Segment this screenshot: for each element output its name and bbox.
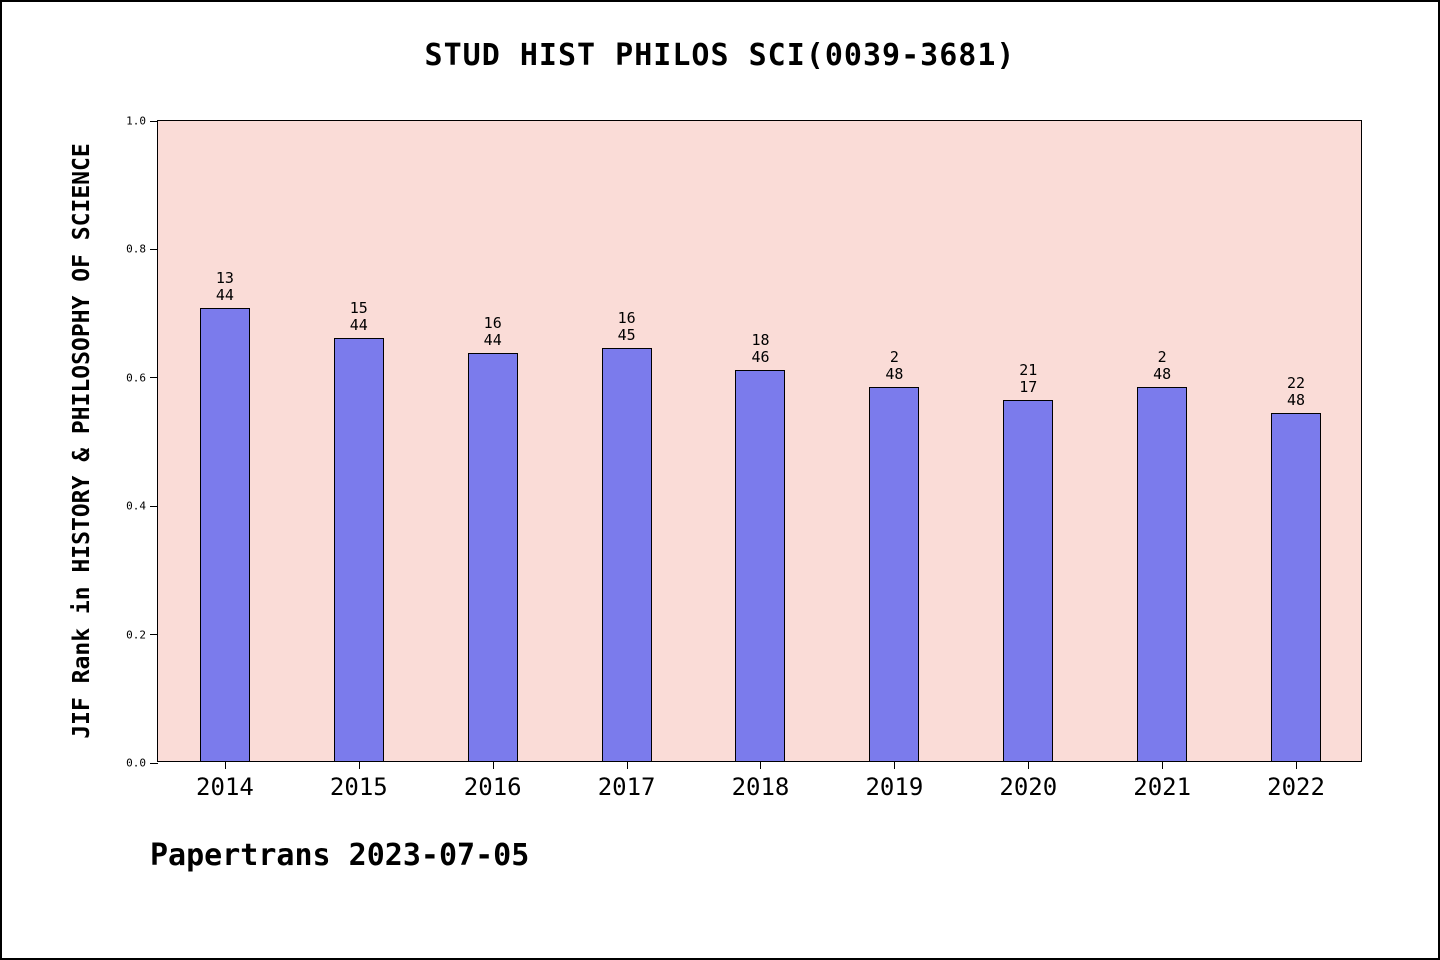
x-tick-label-2020: 2020 (999, 773, 1058, 801)
bar-slot: 16 44 2016 (426, 121, 560, 801)
bar-value-label: 15 44 (349, 298, 368, 334)
y-tick-label: 0.6 (126, 371, 146, 385)
x-tick-mark (492, 761, 494, 769)
bar-slot: 18 46 2018 (694, 121, 828, 801)
x-tick-mark (626, 761, 628, 769)
x-tick-label-2015: 2015 (329, 773, 388, 801)
x-tick-mark (1162, 761, 1164, 769)
bar-2019 (869, 386, 920, 761)
bar-2020 (1003, 400, 1054, 761)
bar-slot: 2 48 2019 (827, 121, 961, 801)
bar-2018 (735, 370, 786, 761)
x-tick-label-2017: 2017 (597, 773, 656, 801)
bar-value-label: 18 46 (751, 331, 770, 367)
x-tick-mark (1296, 761, 1298, 769)
bar-value-label: 2 48 (885, 347, 904, 383)
x-tick-label-2018: 2018 (731, 773, 790, 801)
x-tick-mark (760, 761, 762, 769)
bar-slot: 2 48 2021 (1095, 121, 1229, 801)
y-tick-label: 1.0 (126, 114, 146, 128)
bar-2014 (199, 308, 250, 761)
bar-2022 (1271, 413, 1322, 761)
bar-2016 (467, 352, 518, 761)
y-axis-label: JIF Rank in HISTORY & PHILOSOPHY OF SCIE… (69, 143, 95, 739)
x-tick-mark (224, 761, 226, 769)
x-tick-mark (894, 761, 896, 769)
y-tick-label: 0.8 (126, 242, 146, 256)
bar-value-label: 2 48 (1153, 347, 1172, 383)
bar-2015 (333, 337, 384, 761)
bar-2017 (601, 347, 652, 761)
x-tick-label-2021: 2021 (1133, 773, 1192, 801)
x-tick-label-2022: 2022 (1267, 773, 1325, 801)
bar-slot: 22 48 2022 (1229, 121, 1363, 801)
y-tick-mark (150, 762, 158, 764)
y-tick-mark (150, 505, 158, 507)
plot-area: 0.0 0.2 0.4 0.6 0.8 1.0 13 44 2014 15 44 2015 16 4… (126, 115, 1363, 801)
x-tick-label-2019: 2019 (865, 773, 924, 801)
y-tick-label: 0.0 (126, 756, 146, 770)
bar-slot: 15 44 2015 (292, 121, 426, 801)
bar-slot: 21 17 2020 (961, 121, 1095, 801)
x-tick-label-2016: 2016 (463, 773, 522, 801)
bar-value-label: 16 45 (617, 308, 636, 344)
x-tick-label-2014: 2014 (196, 773, 254, 801)
bar-value-label: 21 17 (1019, 361, 1038, 397)
chart-title: STUD HIST PHILOS SCI(0039-3681) (424, 38, 1016, 73)
x-tick-mark (358, 761, 360, 769)
bar-value-label: 16 44 (483, 313, 502, 349)
x-tick-mark (1028, 761, 1030, 769)
bar-value-label: 13 44 (215, 269, 234, 305)
bar-2021 (1137, 386, 1188, 761)
y-tick-mark (150, 377, 158, 379)
y-tick-label: 0.2 (126, 628, 146, 642)
footer-watermark: Papertrans 2023-07-05 (150, 838, 530, 873)
y-tick-mark (150, 120, 158, 122)
y-tick-mark (150, 634, 158, 636)
y-tick-label: 0.4 (126, 499, 146, 513)
y-tick-mark (150, 248, 158, 250)
bar-slot: 16 45 2017 (560, 121, 694, 801)
bar-slot: 13 44 2014 (158, 121, 292, 801)
bar-value-label: 22 48 (1287, 374, 1306, 410)
